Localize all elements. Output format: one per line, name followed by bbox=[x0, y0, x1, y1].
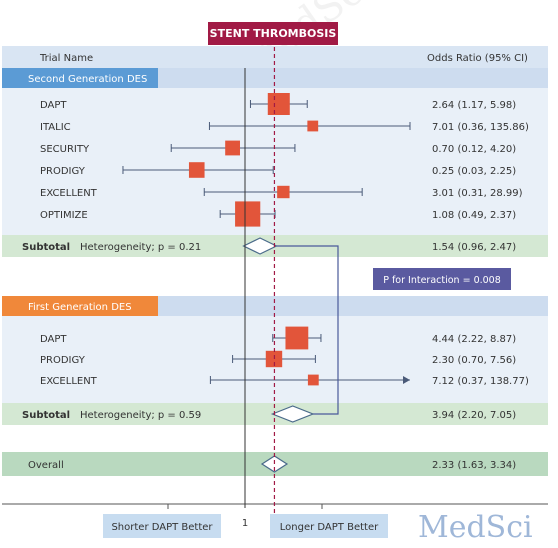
study-name: PRODIGY bbox=[40, 355, 86, 366]
group-header-label: Second Generation DES bbox=[28, 74, 147, 85]
subtotal-label: Subtotal bbox=[22, 410, 70, 421]
overall-odds-ratio: 2.33 (1.63, 3.34) bbox=[432, 460, 516, 471]
group-header-label: First Generation DES bbox=[28, 302, 132, 313]
col-trial-name: Trial Name bbox=[39, 53, 93, 64]
group-header bbox=[2, 68, 158, 88]
subtotal-odds-ratio: 1.54 (0.96, 2.47) bbox=[432, 242, 516, 253]
point-estimate bbox=[307, 120, 319, 132]
study-name: DAPT bbox=[40, 334, 67, 345]
odds-ratio-label: 2.64 (1.17, 5.98) bbox=[432, 100, 516, 111]
odds-ratio-label: 7.12 (0.37, 138.77) bbox=[432, 376, 529, 387]
col-odds-ratio: Odds Ratio (95% CI) bbox=[427, 53, 528, 64]
odds-ratio-label: 4.44 (2.22, 8.87) bbox=[432, 334, 516, 345]
point-estimate bbox=[225, 140, 240, 156]
point-estimate bbox=[235, 201, 261, 227]
study-name: ITALIC bbox=[40, 122, 71, 133]
point-estimate bbox=[267, 93, 290, 115]
point-estimate bbox=[277, 185, 290, 199]
odds-ratio-label: 3.01 (0.31, 28.99) bbox=[432, 188, 523, 199]
heterogeneity-label: Heterogeneity; p = 0.59 bbox=[80, 410, 201, 421]
heterogeneity-label: Heterogeneity; p = 0.21 bbox=[80, 242, 201, 253]
shorter-label: Shorter DAPT Better bbox=[111, 522, 213, 533]
odds-ratio-label: 1.08 (0.49, 2.37) bbox=[432, 210, 516, 221]
longer-label: Longer DAPT Better bbox=[280, 522, 379, 533]
interaction-box bbox=[373, 268, 511, 290]
odds-ratio-label: 7.01 (0.36, 135.86) bbox=[432, 122, 529, 133]
group-header bbox=[2, 296, 158, 316]
point-estimate bbox=[307, 374, 319, 386]
subtotal-label: Subtotal bbox=[22, 242, 70, 253]
study-name: SECURITY bbox=[40, 144, 90, 155]
interaction-bracket bbox=[276, 245, 339, 415]
odds-ratio-label: 0.25 (0.03, 2.25) bbox=[432, 166, 516, 177]
study-name: DAPT bbox=[40, 100, 67, 111]
overall-label: Overall bbox=[28, 460, 64, 471]
odds-ratio-label: 2.30 (0.70, 7.56) bbox=[432, 355, 516, 366]
study-name: OPTIMIZE bbox=[40, 210, 88, 221]
point-estimate bbox=[285, 326, 309, 350]
subtotal-odds-ratio: 3.94 (2.20, 7.05) bbox=[432, 410, 516, 421]
study-name: EXCELLENT bbox=[40, 188, 98, 199]
shorter-box bbox=[103, 514, 221, 538]
chart-title: STENT THROMBOSIS bbox=[208, 22, 338, 45]
ci-arrow bbox=[403, 376, 410, 384]
longer-box bbox=[270, 514, 388, 538]
study-name: EXCELLENT bbox=[40, 376, 98, 387]
watermark: MedSci bbox=[418, 510, 533, 545]
axis-one-label: 1 bbox=[242, 518, 248, 529]
interaction-label: P for Interaction = 0.008 bbox=[383, 275, 501, 286]
point-estimate bbox=[188, 162, 205, 178]
study-name: PRODIGY bbox=[40, 166, 86, 177]
odds-ratio-label: 0.70 (0.12, 4.20) bbox=[432, 144, 516, 155]
